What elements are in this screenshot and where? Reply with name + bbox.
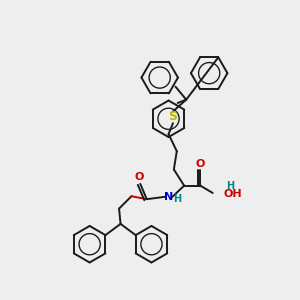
Text: N: N [164,192,173,202]
Text: OH: OH [223,190,242,200]
Text: H: H [173,194,181,204]
Text: O: O [134,172,143,182]
Text: O: O [196,159,205,169]
Text: S: S [169,110,178,123]
Text: H: H [226,181,234,190]
